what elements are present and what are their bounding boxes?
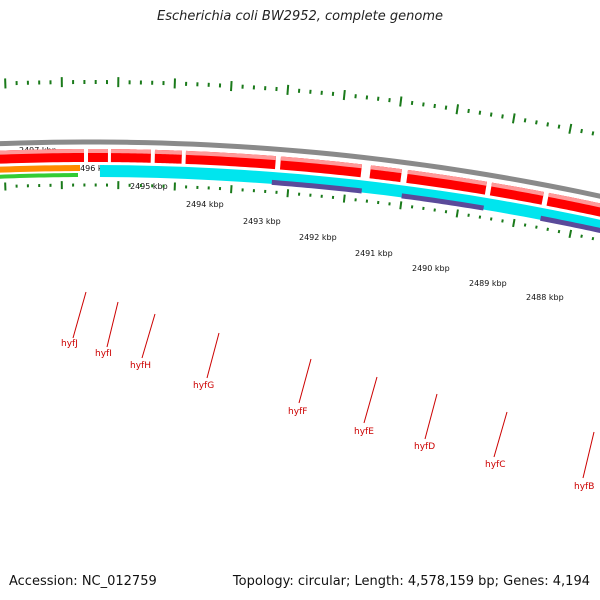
inner-scale-tick xyxy=(399,201,403,210)
feature-purple xyxy=(271,179,362,194)
gene-pointer-line xyxy=(363,376,378,424)
scale-tick xyxy=(523,118,527,123)
scale-tick-label: 2489 kbp xyxy=(469,279,507,288)
inner-scale-tick xyxy=(546,227,549,231)
scale-tick xyxy=(489,112,493,117)
gene-pointer-line xyxy=(106,301,119,348)
scale-tick-label: 2496 kbp xyxy=(75,164,113,173)
scale-tick-label: 2491 kbp xyxy=(355,249,393,258)
inner-scale-tick xyxy=(286,189,290,198)
scale-tick xyxy=(433,103,436,109)
gene-label-hyff: hyfF xyxy=(288,407,307,417)
gene-label-pointers xyxy=(72,291,595,479)
cds-feature-highlight xyxy=(88,149,108,154)
scale-tick xyxy=(501,114,504,119)
scale-tick xyxy=(568,123,573,134)
gene-labels: hyfJ hyfI hyfH hyfG hyfF hyfE hyfD hyfC hyfB xyxy=(61,339,594,492)
scale-tick-label: 2494 kbp xyxy=(186,200,224,209)
cds-feature-highlight xyxy=(370,165,402,174)
feature-purple xyxy=(401,193,484,211)
inner-scale-tick xyxy=(591,236,595,241)
feature-purple xyxy=(540,215,600,233)
scale-tick xyxy=(455,104,460,115)
inner-scale-tick xyxy=(512,218,516,228)
cds-feature-highlight xyxy=(0,149,85,155)
scale-tick xyxy=(511,113,516,124)
feature-green xyxy=(0,173,79,179)
scale-tick xyxy=(467,108,470,114)
scale-tick xyxy=(580,128,583,134)
scale-tick xyxy=(546,122,550,127)
inner-scale-tick xyxy=(580,234,583,238)
gene-label-hyfd: hyfD xyxy=(414,442,435,452)
scale-tick xyxy=(342,89,346,101)
scale-ticks xyxy=(4,77,595,136)
feature-tracks xyxy=(0,139,600,241)
scale-tick xyxy=(535,120,538,125)
genome-backbone xyxy=(0,139,600,199)
cds-feature-highlight xyxy=(491,182,544,196)
cds-feature-highlight xyxy=(185,150,276,161)
inner-scale-tick xyxy=(557,229,561,234)
gene-label-hyfb: hyfB xyxy=(574,482,594,492)
genome-summary: Topology: circular; Length: 4,578,159 bp… xyxy=(232,574,590,589)
accession-label: Accession: NC_012759 xyxy=(9,574,157,589)
gene-label-hyfh: hyfH xyxy=(130,361,151,371)
scale-tick xyxy=(422,102,425,107)
scale-tick xyxy=(444,105,448,110)
scale-tick-label: 2492 kbp xyxy=(299,233,337,242)
scale-tick xyxy=(478,110,482,115)
gene-pointer-line xyxy=(298,358,312,404)
scale-tick-label: 2493 kbp xyxy=(243,217,281,226)
cds-feature-highlight xyxy=(154,149,182,155)
cds-feature-highlight xyxy=(407,169,487,186)
cds-feature-highlight xyxy=(280,156,362,169)
scale-tick xyxy=(230,80,233,92)
inner-scale-tick xyxy=(489,217,493,221)
gene-pointer-line xyxy=(493,411,508,458)
scale-tick xyxy=(399,96,403,107)
inner-scale-tick xyxy=(455,209,459,218)
cds-feature-highlight xyxy=(548,192,600,208)
gene-label-hyfe: hyfE xyxy=(354,427,374,437)
scale-tick-label: 2490 kbp xyxy=(412,264,450,273)
gene-label-hyfg: hyfG xyxy=(193,381,214,391)
scale-tick-label: 2488 kbp xyxy=(526,293,564,302)
cds-feature-highlight xyxy=(110,149,151,154)
gene-label-hyfj: hyfJ xyxy=(61,339,78,349)
gene-pointer-line xyxy=(141,313,156,359)
inner-scale-tick xyxy=(523,223,527,227)
scale-tick-label: 2495 kbp xyxy=(130,182,168,191)
inner-scale-tick xyxy=(342,194,346,203)
inner-scale-tick xyxy=(568,229,573,238)
feature-orange xyxy=(0,165,81,173)
inner-scale-tick xyxy=(501,219,504,223)
gene-pointer-line xyxy=(424,393,438,440)
inner-scale-tick xyxy=(535,225,538,229)
scale-tick xyxy=(286,84,290,95)
gene-label-hyfc: hyfC xyxy=(485,460,505,470)
feature-cyan xyxy=(99,165,600,233)
scale-tick xyxy=(591,131,595,136)
scale-tick xyxy=(410,100,414,106)
scale-tick xyxy=(557,124,561,129)
gene-pointer-line xyxy=(582,431,595,479)
gene-pointer-line xyxy=(72,291,87,339)
map-title: Escherichia coli BW2952, complete genome xyxy=(157,9,443,24)
gene-label-hyfi: hyfI xyxy=(95,349,112,359)
gene-pointer-line xyxy=(206,332,220,379)
